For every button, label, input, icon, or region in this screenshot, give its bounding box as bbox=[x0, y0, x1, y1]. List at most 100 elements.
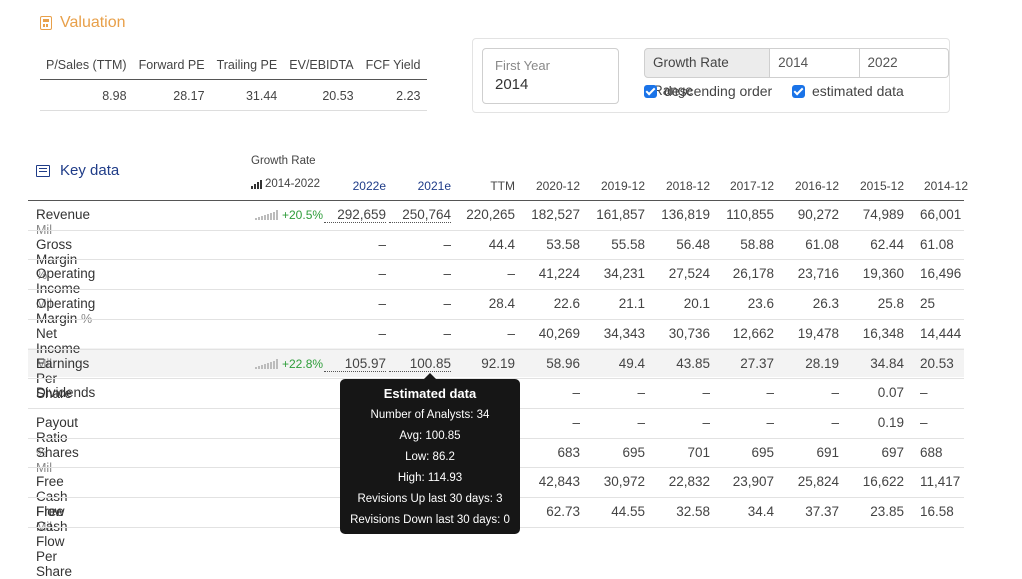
data-cell: 53.58 bbox=[546, 236, 580, 252]
row-label-text: Operating Margin bbox=[36, 296, 96, 327]
data-cell: – bbox=[766, 414, 774, 430]
data-cell: 74,989 bbox=[862, 207, 904, 222]
data-cell: 27,524 bbox=[668, 266, 710, 282]
valuation-table: P/Sales (TTM) Forward PE Trailing PE EV/… bbox=[40, 54, 427, 111]
header-divider bbox=[28, 200, 964, 201]
data-cell: 61.08 bbox=[920, 236, 954, 252]
column-header: 2014-12 bbox=[923, 179, 968, 193]
data-cell: 16,348 bbox=[862, 325, 904, 341]
data-cell: 16,496 bbox=[920, 266, 962, 282]
range-from-input[interactable]: 2014 bbox=[770, 48, 860, 78]
data-cell: – bbox=[831, 385, 839, 401]
column-header: TTM bbox=[490, 179, 515, 193]
first-year-label: First Year bbox=[495, 58, 550, 73]
data-cell: 23.85 bbox=[870, 504, 904, 519]
data-cell: 61.08 bbox=[805, 236, 839, 252]
growth-rate-years-label: 2014-2022 bbox=[265, 178, 320, 190]
data-cell: 27.37 bbox=[740, 355, 774, 371]
valuation-header-ps: P/Sales (TTM) bbox=[40, 54, 133, 80]
row-label: Free Cash Flow Per Share bbox=[36, 504, 72, 579]
data-cell: 23,716 bbox=[797, 266, 839, 282]
valuation-value-ps: 8.98 bbox=[40, 79, 133, 111]
data-cell: – bbox=[637, 385, 645, 401]
row-label: Dividends bbox=[36, 385, 95, 400]
valuation-value-ev: 20.53 bbox=[283, 79, 360, 111]
sparkline-icon bbox=[255, 210, 278, 220]
data-cell: 14,444 bbox=[920, 325, 962, 341]
data-cell: – bbox=[572, 414, 580, 430]
range-to-input[interactable]: 2022 bbox=[859, 48, 950, 78]
tooltip-revisions-down: Revisions Down last 30 days: 0 bbox=[350, 514, 510, 526]
data-cell: 42,843 bbox=[538, 474, 580, 490]
data-cell[interactable]: 100.85 bbox=[389, 356, 451, 372]
descending-order-toggle[interactable]: descending order bbox=[644, 83, 772, 99]
growth-rate-range: Growth Rate Range 2014 2022 bbox=[644, 48, 950, 98]
descending-order-label: descending order bbox=[664, 83, 773, 99]
data-cell: – bbox=[831, 414, 839, 430]
data-cell: – bbox=[572, 385, 580, 401]
growth-rate-range-label: Growth Rate Range bbox=[644, 48, 771, 98]
column-header: 2019-12 bbox=[600, 179, 645, 193]
row-label: Earnings Per Share bbox=[36, 356, 89, 401]
column-header: 2022e bbox=[352, 179, 386, 193]
row-divider bbox=[28, 318, 964, 320]
first-year-value[interactable]: 2014 bbox=[495, 76, 529, 93]
data-cell: – bbox=[378, 296, 386, 312]
row-label: Net Income Mil bbox=[36, 326, 80, 371]
data-cell: 49.4 bbox=[618, 355, 645, 371]
data-cell: 66,001 bbox=[920, 207, 962, 222]
row-divider bbox=[28, 259, 964, 261]
data-cell: 19,360 bbox=[862, 266, 904, 282]
valuation-value-fcf: 2.23 bbox=[359, 79, 427, 111]
data-cell: 32.58 bbox=[676, 504, 710, 519]
data-cell: 20.53 bbox=[920, 355, 954, 371]
row-label-text: Earnings Per Share bbox=[36, 355, 90, 401]
data-cell: 11,417 bbox=[920, 474, 961, 490]
row-label: Free Cash Flow Mil bbox=[36, 474, 68, 534]
first-year-field[interactable]: First Year 2014 bbox=[482, 48, 619, 104]
data-cell[interactable]: 292,659 bbox=[324, 207, 386, 223]
valuation-header-fcf: FCF Yield bbox=[359, 54, 427, 80]
estimated-data-toggle[interactable]: estimated data bbox=[792, 83, 904, 99]
column-header: 2016-12 bbox=[794, 179, 839, 193]
data-cell: 136,819 bbox=[661, 207, 710, 222]
descending-order-checkbox[interactable] bbox=[644, 84, 657, 98]
row-label-text: Shares bbox=[36, 444, 79, 460]
tooltip-analysts: Number of Analysts: 34 bbox=[370, 409, 490, 421]
data-cell: 43.85 bbox=[676, 355, 710, 371]
valuation-header: Valuation bbox=[40, 14, 126, 32]
row-divider bbox=[28, 229, 964, 231]
estimated-data-checkbox[interactable] bbox=[792, 84, 805, 98]
row-unit: Mil bbox=[36, 356, 52, 371]
data-cell: 25 bbox=[920, 296, 936, 312]
data-cell[interactable]: 105.97 bbox=[324, 356, 386, 372]
row-label: Operating Margin % bbox=[36, 296, 95, 326]
row-label: Operating Income Mil bbox=[36, 266, 95, 311]
data-cell: – bbox=[637, 414, 645, 430]
controls-panel: First Year 2014 Growth Rate Range 2014 2… bbox=[472, 38, 950, 113]
data-cell[interactable]: 250,764 bbox=[389, 207, 451, 223]
growth-rate-label: Growth Rate bbox=[251, 155, 316, 167]
data-cell: 695 bbox=[622, 444, 645, 460]
data-cell: – bbox=[443, 236, 451, 252]
data-cell: 58.88 bbox=[740, 236, 774, 252]
estimated-data-tooltip: Estimated data Number of Analysts: 34 Av… bbox=[340, 373, 520, 534]
data-cell: 16.58 bbox=[920, 504, 954, 519]
tooltip-low: Low: 86.2 bbox=[405, 451, 455, 463]
data-cell: 697 bbox=[881, 444, 904, 460]
row-label-text: Net Income bbox=[36, 325, 81, 356]
data-cell: 92.19 bbox=[481, 355, 515, 371]
data-cell: 21.1 bbox=[618, 296, 645, 312]
data-cell: 16,622 bbox=[862, 474, 904, 490]
estimated-data-label: estimated data bbox=[812, 83, 904, 99]
data-cell: – bbox=[702, 414, 710, 430]
growth-rate-value: +22.8% bbox=[282, 356, 324, 371]
data-cell: 26.3 bbox=[812, 296, 839, 312]
data-cell: 683 bbox=[557, 444, 580, 460]
valuation-header-fpe: Forward PE bbox=[132, 54, 211, 80]
data-cell: – bbox=[507, 266, 515, 282]
data-cell: 22.6 bbox=[553, 296, 580, 312]
row-divider bbox=[28, 378, 964, 380]
row-divider bbox=[28, 289, 964, 291]
data-cell: 23.6 bbox=[747, 296, 774, 312]
